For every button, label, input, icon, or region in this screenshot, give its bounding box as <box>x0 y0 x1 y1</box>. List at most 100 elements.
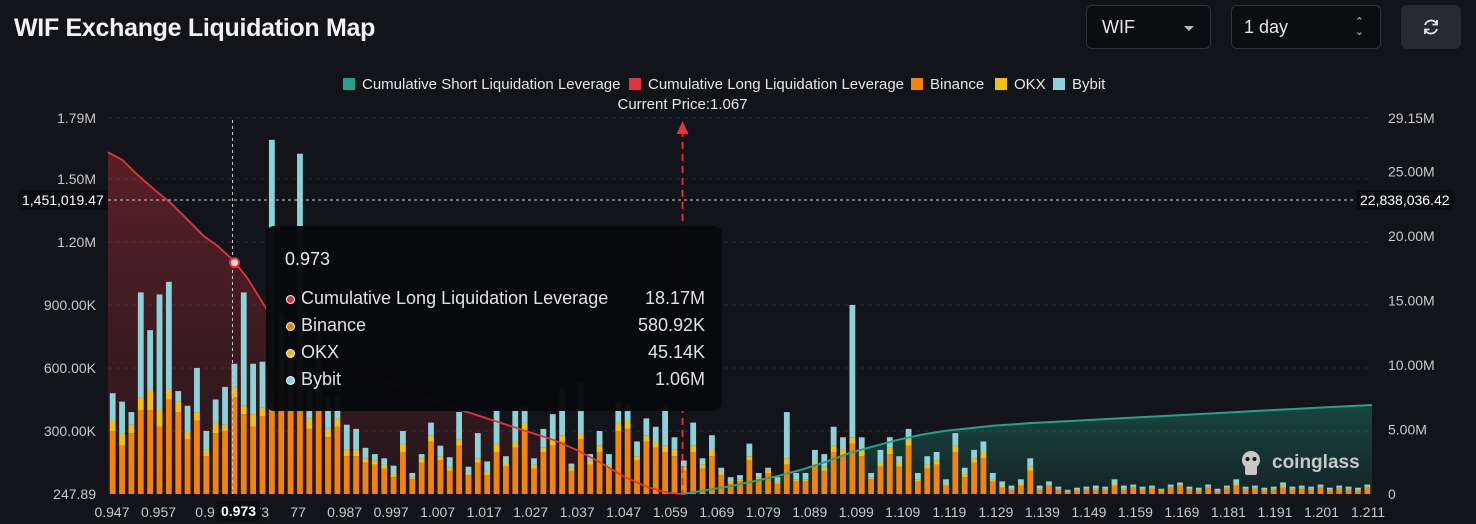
bar-segment-bybit <box>203 430 210 450</box>
bar-segment-okx <box>521 422 528 431</box>
x-tick-label: 1.191 <box>1257 504 1292 520</box>
bar-stack <box>390 465 397 494</box>
bar-segment-bybit <box>1036 485 1043 489</box>
bar-segment-okx <box>765 469 771 473</box>
bar-stack <box>643 418 650 494</box>
bar-stack <box>540 428 547 494</box>
bar-stack <box>1027 458 1034 494</box>
bar-segment-bybit <box>1345 486 1352 489</box>
bar-segment-okx <box>1336 487 1343 489</box>
refresh-button[interactable] <box>1401 5 1461 49</box>
x-tick-label: 0.957 <box>141 504 176 520</box>
bar-stack <box>858 437 865 494</box>
bar-segment-binance <box>343 456 350 494</box>
bar-stack <box>680 460 687 494</box>
bar-segment-bybit <box>1186 486 1193 489</box>
coinglass-logo-icon <box>1242 451 1260 475</box>
bar-segment-okx <box>1214 490 1221 492</box>
bar-segment-okx <box>868 477 874 480</box>
bar-stack <box>746 443 753 494</box>
bar-stack <box>1289 486 1296 494</box>
tooltip-row-label: Bybit <box>301 369 342 389</box>
bar-segment-bybit <box>596 430 603 446</box>
x-tick-label: 1.069 <box>699 504 734 520</box>
coin-select[interactable]: WIF <box>1086 5 1211 49</box>
bar-segment-binance <box>868 479 874 494</box>
bar-segment-bybit <box>428 422 434 436</box>
bar-segment-binance <box>1205 487 1212 494</box>
bar-stack <box>343 424 350 494</box>
period-select[interactable]: 1 day ⌃ ⌄ <box>1231 5 1381 49</box>
bar-segment-binance <box>952 451 959 494</box>
bar-segment-okx <box>128 424 135 434</box>
dot-icon <box>286 349 295 358</box>
bar-segment-okx <box>1055 488 1062 490</box>
bar-segment-binance <box>559 441 566 494</box>
bar-stack <box>587 454 594 494</box>
bar-segment-okx <box>1130 486 1137 488</box>
bar-stack <box>727 477 734 494</box>
bar-stack <box>1167 484 1174 494</box>
bar-segment-okx <box>718 471 725 476</box>
bar-segment-bybit <box>1102 486 1109 489</box>
tooltip-row-value: 45.14K <box>647 342 705 362</box>
bar-segment-binance <box>278 388 285 494</box>
bar-segment-bybit <box>858 437 865 450</box>
bar-stack <box>147 330 154 494</box>
bar-segment-bybit <box>1027 458 1034 467</box>
x-tick-label: 0.947 <box>94 504 129 520</box>
bar-segment-bybit <box>877 449 884 463</box>
legend[interactable]: Cumulative Short Liquidation Leverage Cum… <box>343 76 1106 93</box>
bar-segment-bybit <box>540 428 547 448</box>
bar-segment-binance <box>1270 489 1277 494</box>
bar-segment-binance <box>933 464 940 494</box>
bar-segment-okx <box>1317 486 1324 488</box>
bar-segment-bybit <box>1317 484 1324 487</box>
bar-stack <box>137 292 144 494</box>
dot-icon <box>286 376 295 385</box>
bar-segment-binance <box>428 441 434 494</box>
bar-stack <box>1233 479 1240 494</box>
x-tick-label: 1.079 <box>746 504 781 520</box>
bar-stack <box>1214 488 1221 494</box>
bar-stack <box>606 454 612 494</box>
legend-item[interactable]: Cumulative Long Liquidation Leverage <box>629 76 904 93</box>
bar-segment-okx <box>727 481 734 484</box>
bar-segment-bybit <box>128 412 135 425</box>
bar-segment-binance <box>1345 489 1352 494</box>
x-tick-label: 1.211 <box>1351 504 1385 520</box>
bar-stack <box>812 449 818 494</box>
bar-stack <box>905 428 912 494</box>
bar-segment-bybit <box>830 426 837 446</box>
bar-segment-bybit <box>680 460 687 467</box>
bar-segment-bybit <box>989 472 996 480</box>
bar-segment-binance <box>1186 489 1193 494</box>
bar-segment-binance <box>446 470 453 494</box>
bar-segment-okx <box>1298 487 1305 489</box>
tooltip-row-bybit: Bybit 1.06M <box>285 369 705 393</box>
bar-stack <box>568 463 575 494</box>
bar-stack <box>400 430 406 494</box>
bar-segment-bybit <box>521 405 528 423</box>
bar-stack <box>652 426 659 494</box>
legend-item[interactable]: Cumulative Short Liquidation Leverage <box>343 76 621 93</box>
bar-segment-binance <box>1223 488 1230 494</box>
legend-item[interactable]: Binance <box>911 76 984 93</box>
bar-segment-binance <box>718 475 725 494</box>
bar-segment-okx <box>568 467 575 471</box>
bar-segment-bybit <box>774 477 781 482</box>
bar-segment-bybit <box>503 456 509 463</box>
bar-segment-bybit <box>821 454 828 467</box>
y-right-tick-label: 10.00M <box>1388 357 1435 373</box>
legend-item[interactable]: OKX <box>995 76 1046 93</box>
bar-segment-bybit <box>643 418 650 436</box>
bar-stack <box>446 457 453 494</box>
bar-segment-binance <box>400 451 406 494</box>
legend-swatch <box>911 78 923 90</box>
bar-segment-binance <box>896 466 903 494</box>
bar-segment-okx <box>1046 484 1052 486</box>
legend-item[interactable]: Bybit <box>1053 76 1106 93</box>
bar-segment-okx <box>1167 486 1174 488</box>
watermark-text: coinglass <box>1272 452 1360 473</box>
